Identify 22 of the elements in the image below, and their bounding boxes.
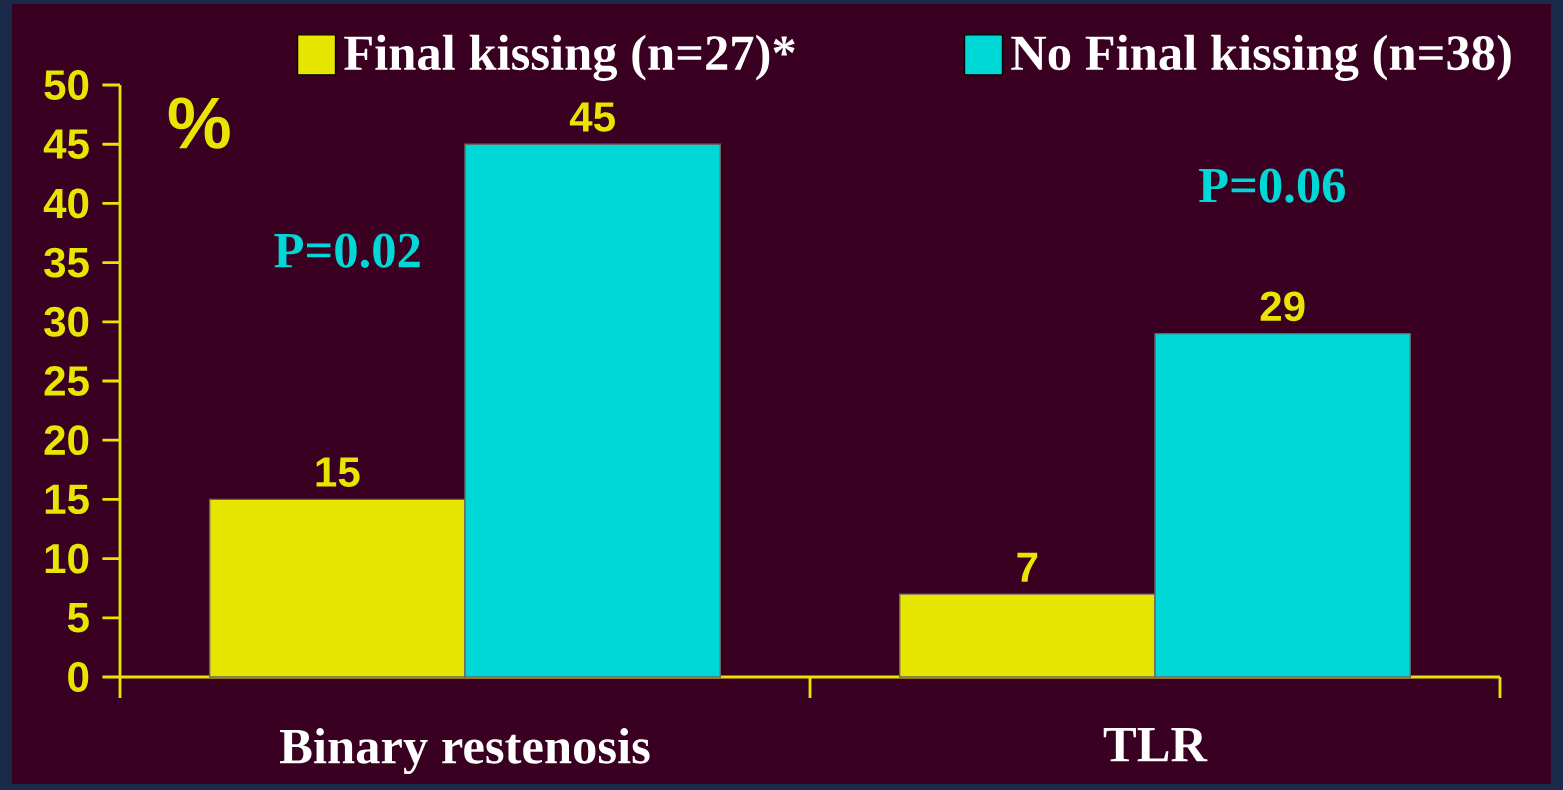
annotation: P=0.06 (1199, 168, 1345, 203)
y-axis-title: % (168, 97, 230, 149)
data-label: 7 (1017, 552, 1038, 582)
annotation: P=0.02 (274, 233, 420, 268)
x-tick-label: Binary restenosis (280, 728, 650, 775)
y-tick-label: 20 (44, 425, 89, 456)
y-tick-label: 30 (44, 306, 89, 337)
data-label: 45 (569, 102, 615, 132)
data-label: 15 (316, 457, 360, 487)
y-tick-label: 0 (68, 662, 89, 692)
y-tick-label: 15 (45, 484, 89, 515)
y-tick-label: 50 (44, 70, 89, 100)
y-tick-label: 45 (43, 129, 89, 159)
y-tick-label: 25 (44, 366, 89, 396)
y-tick-label: 5 (67, 603, 89, 633)
y-tick-label: 40 (43, 188, 89, 219)
legend-label: No Final kissing (n=38) (1011, 34, 1511, 81)
x-tick-label: TLR (1103, 728, 1208, 762)
y-tick-label: 35 (44, 247, 89, 278)
y-tick-label: 10 (45, 543, 89, 574)
legend-label: Final kissing (n=27)* (344, 34, 795, 81)
data-label: 29 (1260, 291, 1305, 322)
